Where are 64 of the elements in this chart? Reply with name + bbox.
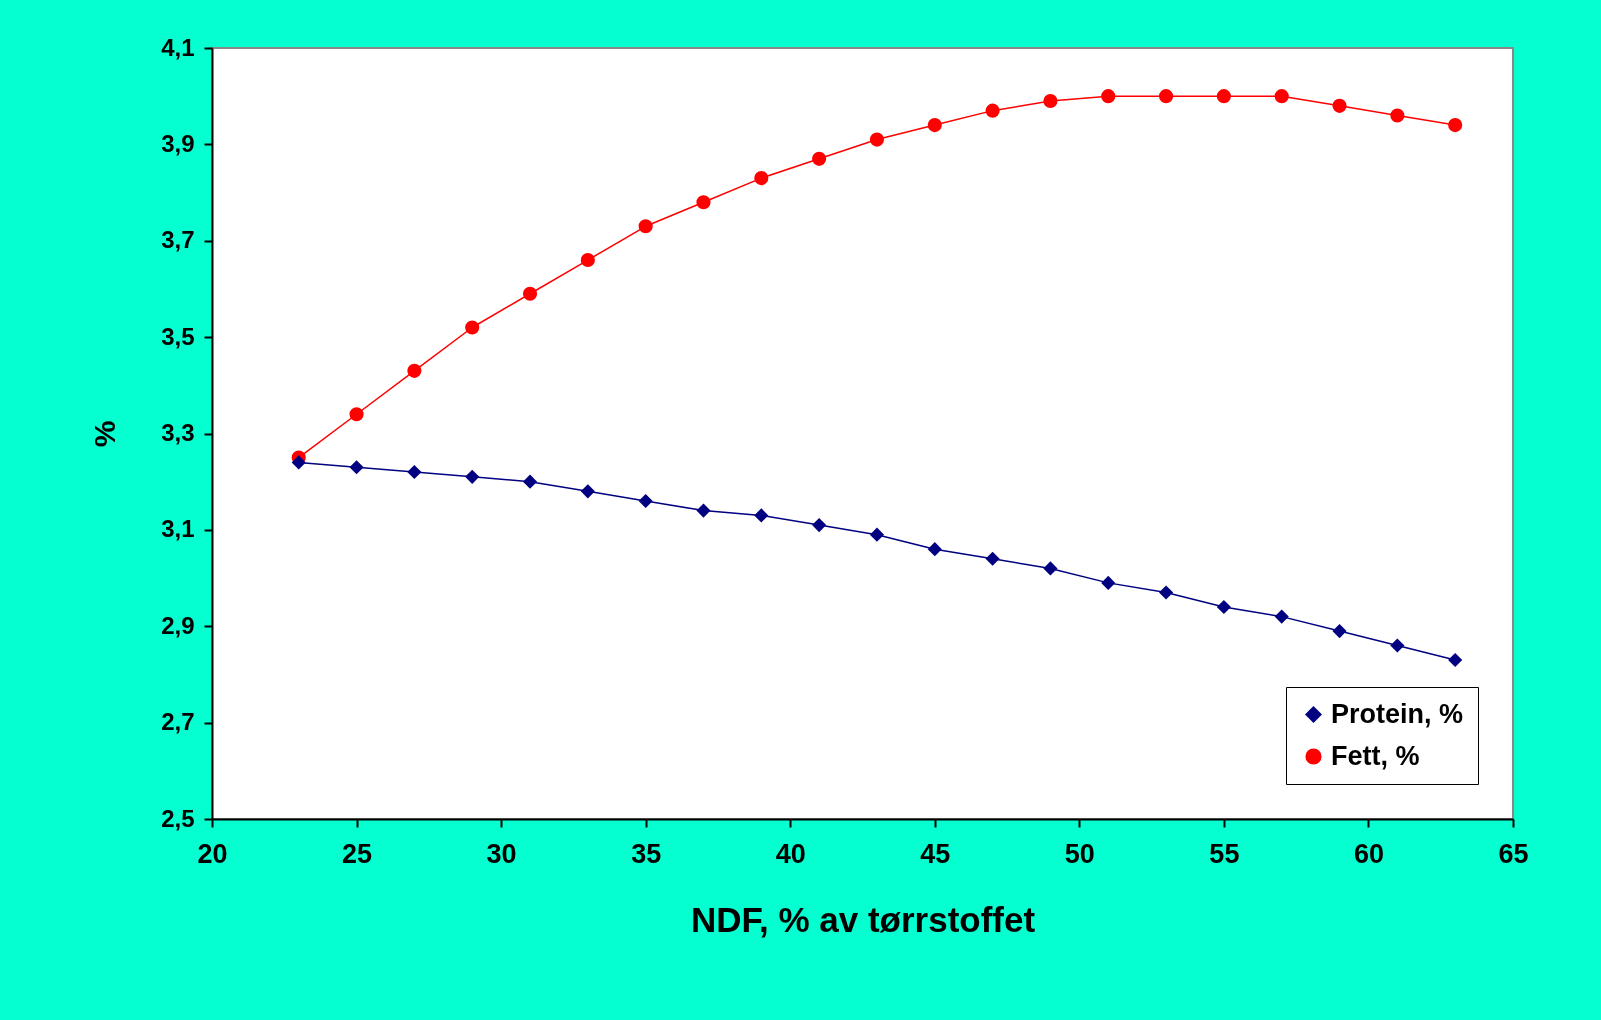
point xyxy=(638,493,653,509)
legend-label: Protein, % xyxy=(1331,698,1464,729)
y-tick-label: 2,9 xyxy=(161,611,195,639)
point xyxy=(927,542,942,557)
point xyxy=(812,517,827,533)
y-tick-label: 3,9 xyxy=(161,129,195,157)
point xyxy=(1101,575,1116,590)
y-axis-title: % xyxy=(88,420,122,448)
point xyxy=(1159,585,1174,600)
point xyxy=(580,484,595,499)
y-tick-label: 2,7 xyxy=(161,708,195,736)
point xyxy=(754,171,769,186)
point xyxy=(1390,638,1405,653)
point xyxy=(1448,118,1463,133)
point xyxy=(638,219,653,234)
y-tick-label: 3,1 xyxy=(161,515,195,543)
x-axis-title: NDF, % av tørrstoffet xyxy=(690,899,1036,939)
point xyxy=(1043,561,1058,576)
point xyxy=(696,195,711,210)
point xyxy=(522,286,538,301)
point xyxy=(1216,599,1231,615)
point xyxy=(522,474,538,489)
x-tick-label: 50 xyxy=(1064,838,1095,869)
point xyxy=(696,503,711,518)
x-tick-label: 60 xyxy=(1353,838,1384,869)
point xyxy=(407,464,422,480)
point xyxy=(1274,609,1289,624)
y-tick-label: 4,1 xyxy=(161,33,195,61)
point xyxy=(869,527,885,542)
point xyxy=(580,252,595,268)
point xyxy=(985,551,1000,566)
point xyxy=(407,363,422,378)
point xyxy=(1043,93,1058,109)
point xyxy=(1448,652,1463,668)
point xyxy=(291,455,306,470)
point xyxy=(869,132,885,147)
x-tick-label: 25 xyxy=(342,838,373,869)
point xyxy=(465,320,480,335)
legend-label: Fett, % xyxy=(1331,740,1420,771)
point xyxy=(985,103,1000,118)
point xyxy=(812,151,827,166)
point xyxy=(1274,89,1289,104)
x-tick-label: 35 xyxy=(631,838,662,869)
y-tick-label: 2,5 xyxy=(161,804,195,832)
x-tick-label: 20 xyxy=(197,838,228,869)
point xyxy=(1101,89,1116,104)
point xyxy=(1159,89,1174,104)
point xyxy=(465,469,480,484)
y-tick-label: 3,5 xyxy=(161,322,195,350)
x-tick-label: 55 xyxy=(1209,838,1240,869)
point xyxy=(1216,89,1231,104)
point xyxy=(349,460,364,475)
x-tick-label: 45 xyxy=(920,838,951,869)
x-tick-label: 30 xyxy=(486,838,517,869)
point xyxy=(754,508,769,523)
point xyxy=(349,407,364,422)
x-tick-label: 40 xyxy=(775,838,806,869)
y-tick-label: 3,7 xyxy=(161,226,195,254)
point xyxy=(1390,108,1405,123)
point xyxy=(927,118,942,133)
point xyxy=(1332,624,1347,639)
y-tick-label: 3,3 xyxy=(161,419,195,446)
point xyxy=(1332,98,1347,113)
x-tick-label: 65 xyxy=(1498,838,1529,869)
